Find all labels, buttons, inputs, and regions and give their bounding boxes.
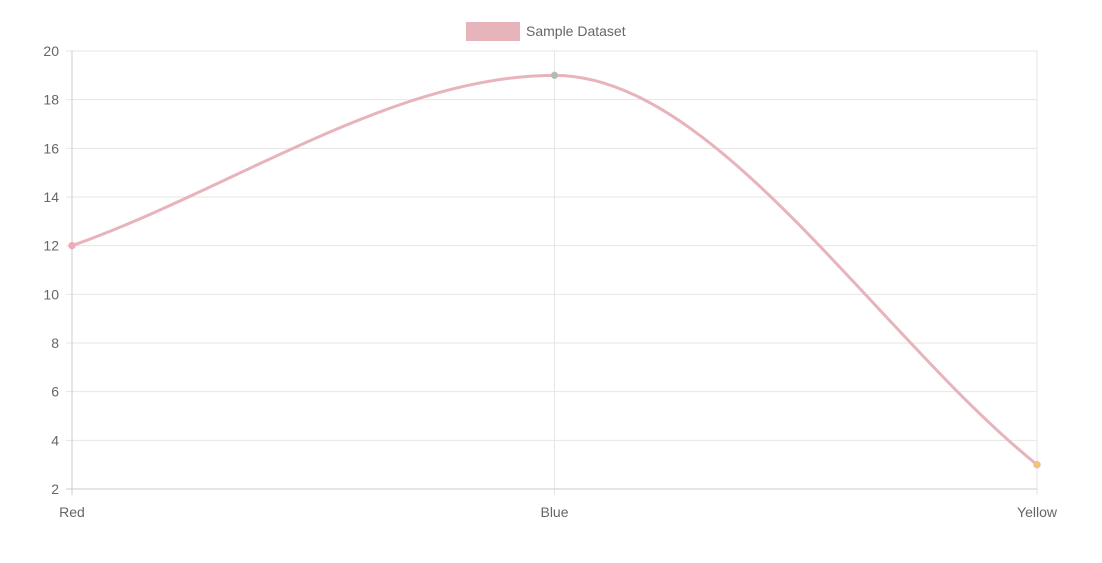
y-tick-label: 16 bbox=[43, 140, 59, 156]
grid bbox=[66, 50, 1038, 495]
y-tick-label: 4 bbox=[51, 432, 59, 448]
x-tick-label: Blue bbox=[540, 504, 568, 520]
legend[interactable]: Sample Dataset bbox=[466, 22, 626, 41]
x-tick-label: Red bbox=[59, 504, 85, 520]
x-tick-label: Yellow bbox=[1017, 504, 1058, 520]
series bbox=[68, 71, 1041, 469]
y-tick-label: 12 bbox=[43, 238, 59, 254]
y-tick-label: 10 bbox=[43, 286, 59, 302]
legend-label[interactable]: Sample Dataset bbox=[526, 23, 626, 39]
y-tick-label: 2 bbox=[51, 481, 59, 497]
series-line bbox=[70, 73, 1039, 467]
tick-labels: 2 4 6 8 10 12 14 16 18 20 Red Blue Yellow bbox=[43, 43, 1057, 520]
y-tick-label: 18 bbox=[43, 92, 59, 108]
data-point bbox=[1033, 460, 1041, 469]
legend-swatch[interactable] bbox=[466, 22, 520, 41]
data-point bbox=[68, 241, 76, 250]
y-tick-label: 20 bbox=[43, 43, 59, 59]
y-tick-label: 8 bbox=[51, 335, 59, 351]
axes bbox=[71, 51, 1037, 490]
y-tick-label: 6 bbox=[51, 384, 59, 400]
data-point bbox=[550, 71, 559, 80]
y-tick-label: 14 bbox=[43, 189, 59, 205]
